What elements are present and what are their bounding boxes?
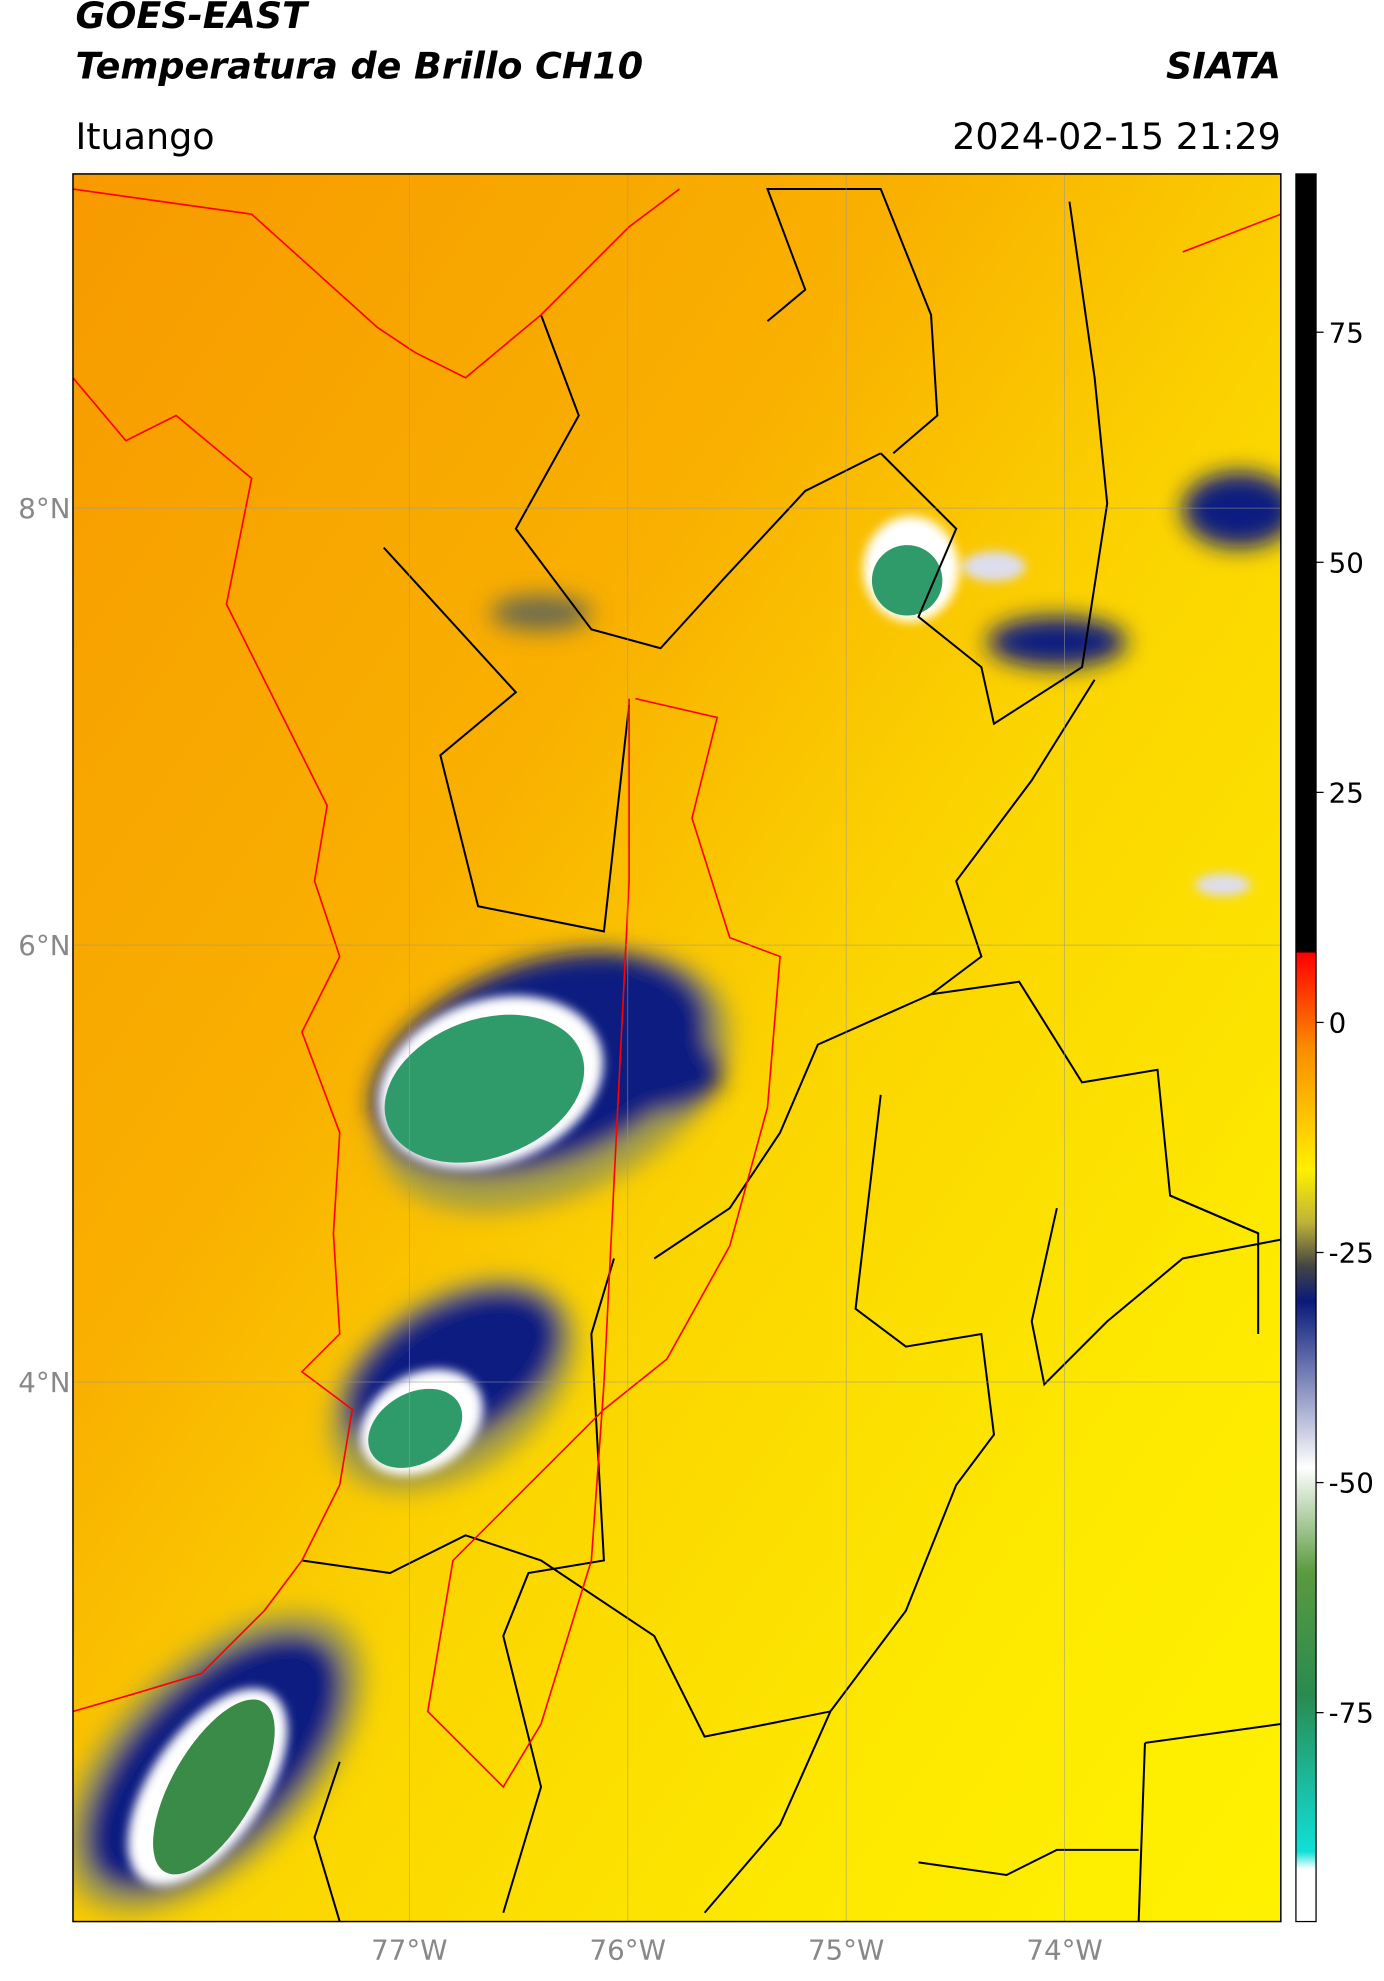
colorbar-tick-label: 50 bbox=[1329, 546, 1364, 579]
brand: SIATA bbox=[1166, 44, 1281, 87]
location: Ituango bbox=[75, 115, 214, 158]
coastline bbox=[72, 377, 354, 1713]
x-tick-label: 77°W bbox=[371, 1933, 447, 1966]
map bbox=[72, 173, 1281, 1922]
grid bbox=[72, 173, 1281, 1922]
x-tick-label: 76°W bbox=[590, 1933, 666, 1966]
coastline bbox=[1182, 213, 1281, 253]
x-tick-label: 75°W bbox=[808, 1933, 884, 1966]
colorbar-tick-label: -25 bbox=[1329, 1237, 1374, 1270]
subtitle: Temperatura de Brillo CH10 bbox=[75, 44, 643, 87]
colorbar-tick-label: 75 bbox=[1329, 316, 1364, 349]
clouds bbox=[72, 472, 1281, 1914]
y-tick-label: 4°N bbox=[18, 1366, 70, 1399]
colorbar-tick-label: 25 bbox=[1329, 776, 1364, 809]
colorbar bbox=[1295, 173, 1317, 1923]
y-tick-label: 6°N bbox=[18, 929, 70, 962]
ticks: 77°W 76°W 75°W 74°W 4°N 6°N 8°N -75 -50 -25 0 25 50 7… bbox=[18, 316, 1374, 1966]
y-tick-label: 8°N bbox=[18, 492, 70, 525]
colorbar-tick-label: 0 bbox=[1329, 1007, 1347, 1040]
region-outline bbox=[426, 697, 781, 1789]
map-frame bbox=[72, 173, 1282, 1923]
datetime: 2024-02-15 21:29 bbox=[952, 115, 1281, 158]
coastline bbox=[72, 188, 680, 379]
colorbar-tick-label: -75 bbox=[1329, 1697, 1374, 1730]
x-tick-label: 74°W bbox=[1026, 1933, 1102, 1966]
title: GOES-EAST bbox=[75, 0, 310, 37]
colorbar-tick-label: -50 bbox=[1329, 1467, 1374, 1500]
borders bbox=[301, 188, 1281, 1922]
